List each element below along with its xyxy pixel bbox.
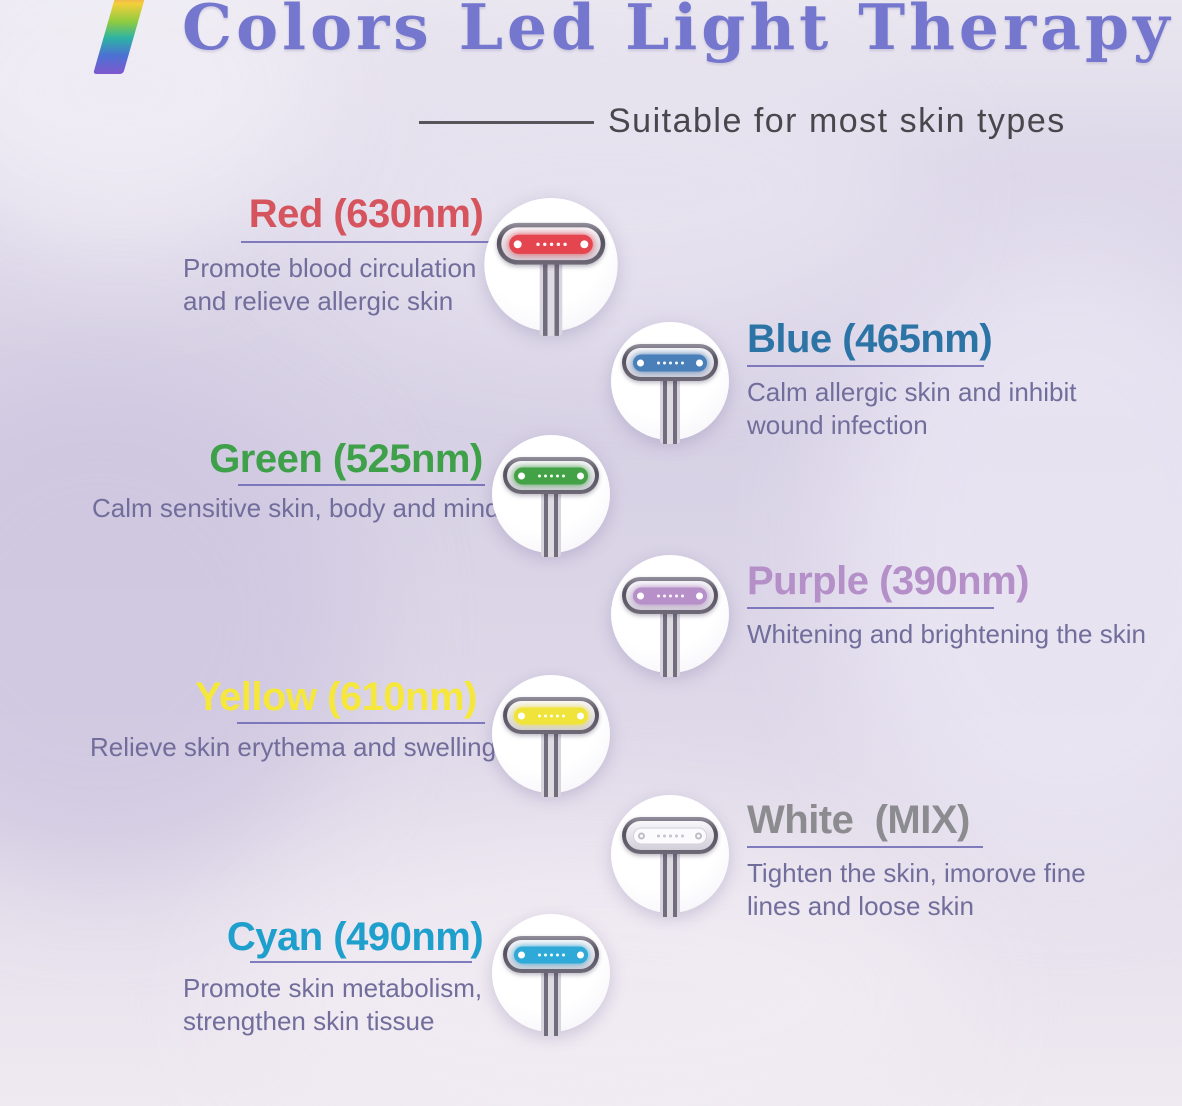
- underline-green: [238, 484, 485, 486]
- description-line: lines and loose skin: [747, 891, 974, 921]
- device-head: [496, 222, 606, 265]
- underline-blue: [747, 365, 984, 367]
- underline-cyan: [250, 961, 472, 963]
- description-line: Relieve skin erythema and swelling: [90, 732, 497, 762]
- device-white-led: [611, 795, 729, 917]
- led-end-dot: [577, 951, 584, 958]
- description-line: wound infection: [747, 410, 928, 440]
- device-handle: [541, 729, 561, 797]
- heading-yellow: Yellow (610nm): [195, 675, 477, 719]
- device-handle: [539, 259, 563, 336]
- description-line: Tighten the skin, imorove fine: [747, 858, 1086, 888]
- led-end-dot: [518, 951, 525, 958]
- led-mini-dots: [537, 474, 565, 477]
- description-line: strengthen skin tissue: [183, 1006, 435, 1036]
- led-end-dot: [577, 712, 584, 719]
- device-handle: [660, 849, 680, 917]
- led-end-dot: [696, 359, 703, 366]
- device-yellow-led: [492, 675, 610, 797]
- description-line: and relieve allergic skin: [183, 286, 454, 316]
- heading-cyan: Cyan (490nm): [226, 915, 484, 959]
- led-end-dot: [638, 832, 645, 839]
- description-yellow: Relieve skin erythema and swelling: [90, 731, 510, 764]
- description-line: Calm sensitive skin, body and mind: [92, 493, 500, 523]
- heading-red: Red (630nm): [248, 192, 484, 236]
- device-head: [622, 577, 718, 614]
- led-bar: [633, 827, 707, 844]
- device-cyan-led: [492, 914, 610, 1036]
- description-line: Calm allergic skin and inhibit: [747, 377, 1077, 407]
- led-bar: [514, 707, 588, 724]
- led-end-dot: [580, 239, 589, 248]
- led-bar: [514, 946, 588, 963]
- led-end-dot: [518, 472, 525, 479]
- description-white: Tighten the skin, imorove fine lines and…: [747, 857, 1127, 923]
- device-blue-led: [611, 322, 729, 444]
- rainbow-seven-numeral: [93, 0, 149, 74]
- subtitle-dash-line: [419, 121, 594, 124]
- device-head: [503, 457, 599, 494]
- description-green: Calm sensitive skin, body and mind: [92, 492, 512, 525]
- device-handle: [660, 609, 680, 677]
- page-title: Colors Led Light Therapy: [182, 0, 1174, 64]
- description-purple: Whitening and brightening the skin: [747, 618, 1167, 651]
- description-cyan: Promote skin metabolism, strengthen skin…: [183, 972, 543, 1038]
- led-end-dot: [637, 592, 644, 599]
- description-line: Whitening and brightening the skin: [747, 619, 1146, 649]
- led-end-dot: [637, 359, 644, 366]
- heading-green: Green (525nm): [209, 437, 483, 481]
- page-subtitle: Suitable for most skin types: [608, 102, 1066, 140]
- led-end-dot: [696, 592, 703, 599]
- device-head: [622, 344, 718, 381]
- description-red: Promote blood circulation and relieve al…: [183, 252, 513, 318]
- led-end-dot: [513, 239, 522, 248]
- led-bar: [633, 587, 707, 604]
- led-mini-dots: [537, 714, 565, 717]
- led-end-dot: [695, 832, 702, 839]
- led-bar: [514, 467, 588, 484]
- device-purple-led: [611, 555, 729, 677]
- led-mini-dots: [656, 361, 684, 364]
- led-mini-dots: [537, 953, 565, 956]
- underline-red: [241, 241, 491, 243]
- led-bar: [633, 354, 707, 371]
- heading-white: White (MIX): [747, 798, 970, 842]
- underline-purple: [747, 607, 994, 609]
- heading-blue: Blue (465nm): [747, 317, 993, 361]
- led-mini-dots: [656, 834, 684, 837]
- device-handle: [541, 968, 561, 1036]
- underline-white: [747, 846, 983, 848]
- led-bar: [509, 234, 593, 254]
- device-head: [503, 936, 599, 973]
- device-handle: [660, 376, 680, 444]
- device-head: [503, 697, 599, 734]
- description-line: Promote skin metabolism,: [183, 973, 483, 1003]
- led-mini-dots: [656, 594, 684, 597]
- underline-yellow: [237, 722, 485, 724]
- led-end-dot: [577, 472, 584, 479]
- device-handle: [541, 489, 561, 557]
- led-end-dot: [518, 712, 525, 719]
- device-head: [622, 817, 718, 854]
- device-green-led: [492, 435, 610, 557]
- led-mini-dots: [535, 242, 567, 246]
- description-blue: Calm allergic skin and inhibit wound inf…: [747, 376, 1127, 442]
- description-line: Promote blood circulation: [183, 253, 477, 283]
- device-red-led: [484, 198, 618, 336]
- heading-purple: Purple (390nm): [747, 559, 1029, 603]
